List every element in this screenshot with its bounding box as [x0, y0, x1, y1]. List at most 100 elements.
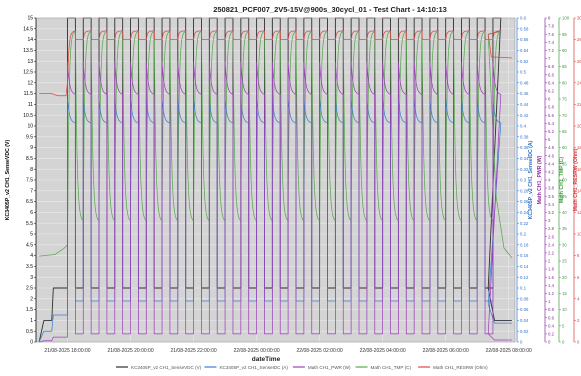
- legend-label: KC3405P_v2 CH1_SenseIDC (A): [219, 365, 288, 370]
- y-tick-label-w: 2.6: [548, 234, 555, 239]
- y-tick-label-w: 1.2: [548, 291, 555, 296]
- y-tick-label-w: 0.4: [548, 323, 555, 328]
- y-tick-label-v: 0.5: [26, 329, 33, 335]
- y-tick-label-w: 5.6: [548, 113, 555, 118]
- y-tick-label-w: 0.2: [548, 332, 555, 337]
- y-tick-label-w: 4.2: [548, 170, 555, 175]
- y-tick-label-w: 4.4: [548, 161, 555, 166]
- y-tick-label-t: 15: [562, 291, 567, 296]
- y-tick-label-v: 13: [27, 59, 33, 65]
- y-tick-label-a: 0.36: [520, 145, 529, 150]
- y-tick-label-w: 3.8: [548, 186, 555, 191]
- y-tick-label-a: 0.02: [520, 329, 529, 334]
- y-tick-label-a: 0.04: [520, 318, 529, 323]
- y-tick-label-w: 5.4: [548, 121, 555, 126]
- y-tick-label-v: 11: [28, 102, 33, 108]
- y-tick-label-t: 0: [562, 340, 565, 345]
- y-tick-label-w: 0: [548, 340, 551, 345]
- y-tick-label-a: 0.3: [520, 178, 527, 183]
- y-tick-label-t: 95: [562, 32, 567, 37]
- y-tick-label-v: 14.5: [23, 26, 33, 32]
- y-tick-label-v: 10: [27, 124, 33, 130]
- y-tick-label-a: 0.46: [520, 91, 529, 96]
- x-tick-label: 22/08-2025 02:00:00: [297, 348, 343, 354]
- x-axis-label: dateTime: [252, 356, 281, 363]
- y-tick-label-v: 6.5: [26, 199, 33, 205]
- y-tick-label-r: 6: [577, 275, 580, 280]
- y-tick-label-r: 0: [577, 340, 580, 345]
- series-line-t: [39, 31, 513, 258]
- y-tick-label-a: 0.58: [520, 26, 529, 31]
- y-tick-label-a: 0.32: [520, 167, 529, 172]
- y-tick-label-w: 6.2: [548, 89, 555, 94]
- y-tick-label-t: 30: [562, 242, 567, 247]
- y-tick-label-r: 16: [577, 167, 581, 172]
- y-tick-label-t: 50: [562, 178, 567, 183]
- y-tick-label-t: 60: [562, 145, 567, 150]
- y-tick-label-r: 4: [577, 296, 580, 301]
- y-tick-label-w: 2.4: [548, 242, 555, 247]
- y-tick-label-t: 85: [562, 64, 567, 69]
- y-tick-label-v: 10.5: [23, 113, 33, 119]
- y-tick-label-a: 0.24: [520, 210, 529, 215]
- y-tick-label-a: 0.12: [520, 275, 529, 280]
- y-tick-label-a: 0.08: [520, 296, 529, 301]
- y-tick-label-a: 0.42: [520, 113, 529, 118]
- legend-label: Math CH1_TMP (C): [371, 365, 412, 370]
- y-tick-label-v: 14: [27, 37, 33, 43]
- y-tick-label-v: 5: [30, 232, 33, 238]
- y-tick-label-a: 0.06: [520, 307, 529, 312]
- y-tick-label-v: 8: [30, 167, 33, 173]
- y-tick-label-t: 65: [562, 129, 567, 134]
- y-tick-label-w: 7.6: [548, 32, 555, 37]
- y-tick-label-v: 12: [27, 80, 33, 86]
- y-tick-label-v: 13.5: [23, 48, 33, 54]
- y-tick-label-t: 35: [562, 226, 567, 231]
- y-tick-label-v: 9.5: [26, 134, 33, 140]
- y-tick-label-w: 0.6: [548, 315, 555, 320]
- x-tick-label: 21/08-2025 18:00:00: [44, 348, 90, 354]
- y-tick-label-w: 4.6: [548, 153, 555, 158]
- y-tick-label-w: 7.4: [548, 40, 555, 45]
- y-tick-label-w: 2.8: [548, 226, 555, 231]
- chart-title: 250821_PCF007_2V5-15V@900s_30cycl_01 - T…: [213, 5, 447, 14]
- y-tick-label-r: 18: [577, 145, 581, 150]
- legend-label: KC3405P_v2 CH1_SenseVDC (V): [131, 365, 202, 370]
- y-tick-label-w: 6: [548, 97, 551, 102]
- y-tick-label-w: 6.4: [548, 80, 555, 85]
- y-tick-label-a: 0.56: [520, 37, 529, 42]
- y-tick-label-v: 11.5: [24, 91, 34, 97]
- y-axis-title-v: KC3405P_v2 CH1_SenseVDC (V): [5, 140, 11, 221]
- y-tick-label-a: 0.26: [520, 199, 529, 204]
- y-tick-label-a: 0.5: [520, 70, 527, 75]
- y-tick-label-t: 40: [562, 210, 567, 215]
- x-tick-label: 22/08-2025 04:00:00: [360, 348, 406, 354]
- y-tick-label-t: 80: [562, 80, 567, 85]
- y-tick-label-w: 8: [548, 16, 551, 21]
- x-tick-label: 21/08-2025 20:00:00: [107, 348, 153, 354]
- y-tick-label-r: 14: [577, 188, 581, 193]
- series-line-w: [39, 62, 512, 343]
- y-tick-label-t: 5: [562, 323, 565, 328]
- y-tick-label-v: 2: [30, 296, 33, 302]
- y-tick-label-w: 5.8: [548, 105, 555, 110]
- y-tick-label-v: 3: [30, 275, 33, 281]
- y-tick-label-a: 0.28: [520, 188, 529, 193]
- y-tick-label-a: 0.1: [520, 286, 527, 291]
- y-tick-label-w: 1: [548, 299, 551, 304]
- y-tick-label-t: 70: [562, 113, 567, 118]
- y-tick-label-w: 1.6: [548, 275, 555, 280]
- y-axis-title-a: KC3405P_v2 CH1_SenseIDC (A): [528, 140, 534, 219]
- y-tick-label-w: 1.4: [548, 283, 555, 288]
- y-tick-label-a: 0.16: [520, 253, 529, 258]
- y-tick-label-v: 3.5: [26, 264, 33, 270]
- axes-layer: 21/08-2025 18:00:00 21/08-2025 20:00:00 2 1…: [5, 16, 581, 354]
- y-tick-label-v: 7.5: [26, 178, 33, 184]
- y-tick-label-r: 12: [577, 210, 581, 215]
- y-tick-label-v: 5.5: [26, 221, 33, 227]
- y-tick-label-v: 0: [30, 340, 33, 346]
- y-tick-label-v: 4.5: [26, 242, 33, 248]
- y-tick-label-r: 20: [577, 124, 581, 129]
- y-tick-label-w: 3.4: [548, 202, 555, 207]
